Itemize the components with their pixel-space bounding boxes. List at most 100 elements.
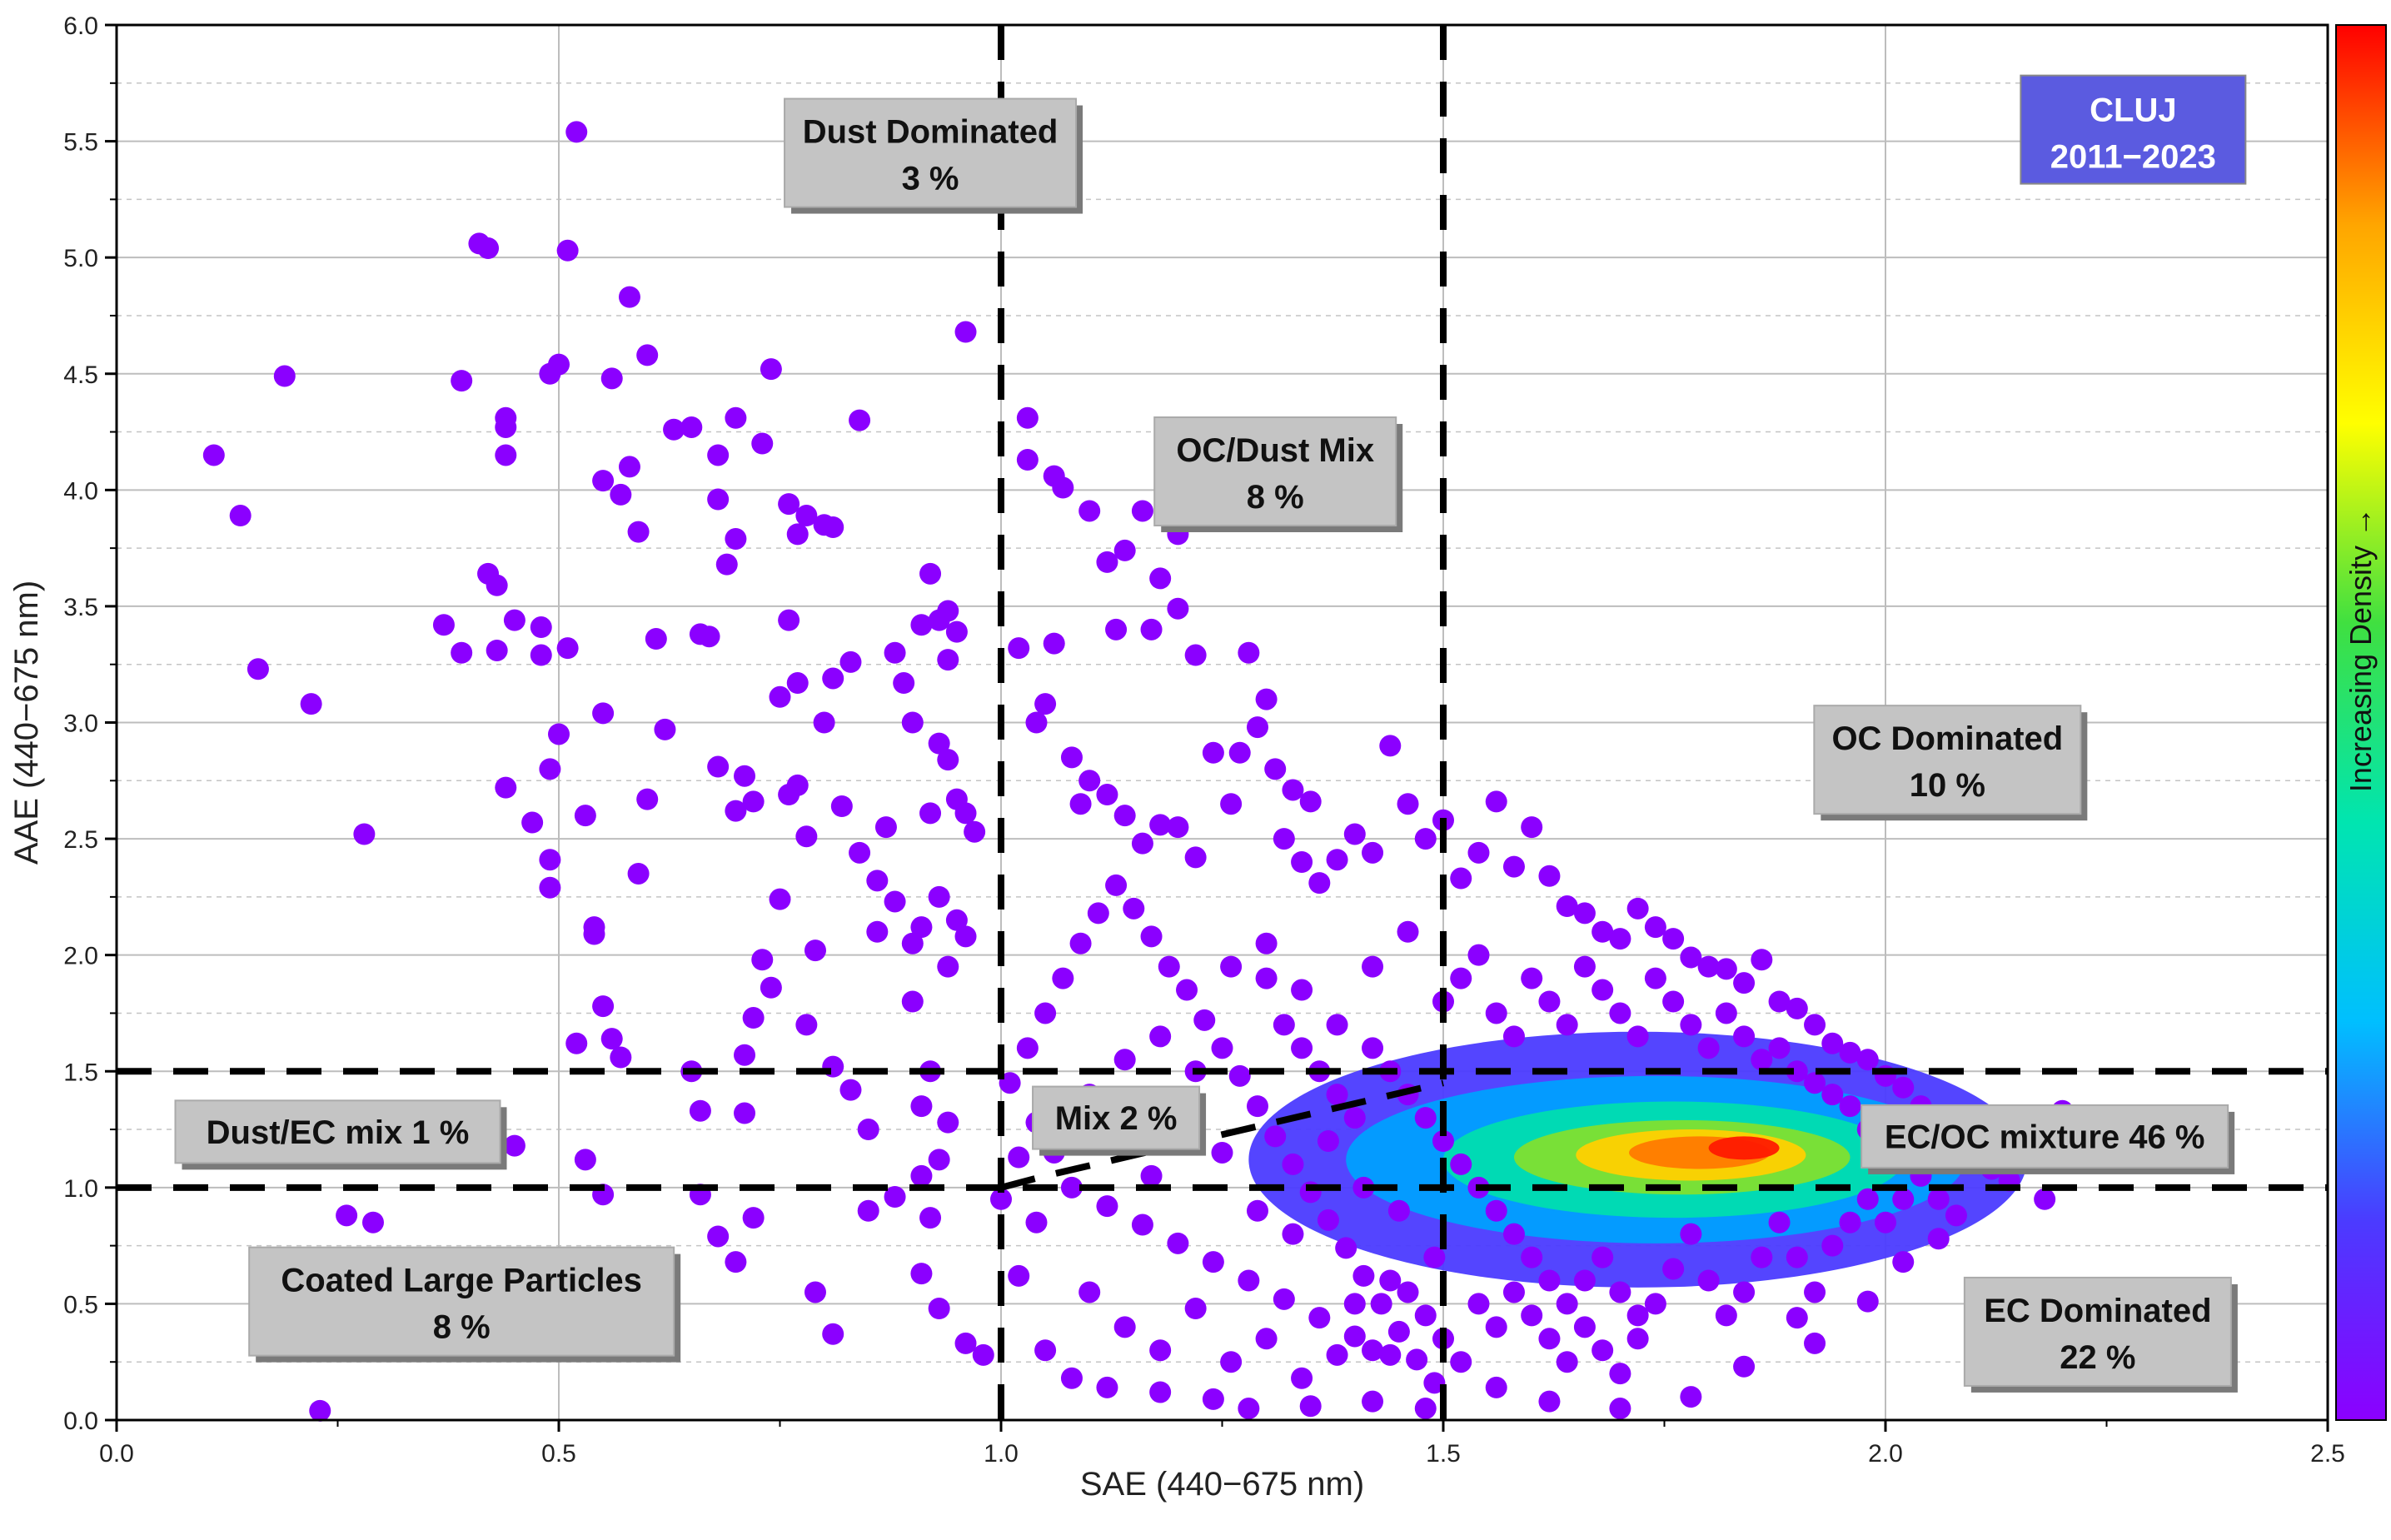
- data-point: [1016, 1037, 1039, 1059]
- data-point: [901, 711, 924, 734]
- colorbar-label: Increasing Density →: [2344, 507, 2378, 792]
- data-point: [972, 1343, 994, 1366]
- data-point: [1264, 1125, 1287, 1148]
- data-point: [645, 628, 667, 650]
- data-point: [1238, 1269, 1260, 1292]
- data-point: [1140, 618, 1163, 640]
- data-point: [273, 365, 296, 387]
- data-point: [964, 820, 986, 843]
- data-point: [1521, 1304, 1543, 1327]
- data-point: [1379, 1269, 1402, 1292]
- data-point: [1414, 1107, 1437, 1129]
- data-point: [928, 885, 950, 908]
- data-point: [1299, 1395, 1322, 1418]
- data-point: [1839, 1211, 1861, 1233]
- data-point: [1609, 928, 1631, 950]
- data-point: [1406, 1348, 1428, 1371]
- data-point: [1008, 1264, 1030, 1287]
- data-point: [1078, 500, 1101, 522]
- data-point: [1308, 1307, 1331, 1329]
- data-point: [1680, 1386, 1702, 1408]
- data-point: [1644, 1293, 1666, 1315]
- data-point: [1609, 1002, 1631, 1024]
- y-tick-label: 0.0: [63, 1408, 98, 1435]
- y-tick-label: 3.5: [63, 594, 98, 621]
- region-name: Coated Large Particles: [281, 1263, 642, 1299]
- data-point: [1592, 979, 1614, 1001]
- data-point: [769, 685, 791, 708]
- boundary-mix-curve: [999, 1079, 1444, 1191]
- data-point: [1043, 632, 1065, 655]
- region-label-box: [248, 1246, 675, 1357]
- site-box: CLUJ 2011−2023: [2020, 74, 2247, 185]
- data-point: [503, 1134, 526, 1157]
- data-point: [1502, 855, 1525, 878]
- data-point: [1626, 1304, 1649, 1327]
- data-point: [486, 639, 508, 661]
- data-point: [1450, 1153, 1472, 1175]
- data-point: [1202, 741, 1224, 764]
- data-point: [1008, 1146, 1030, 1169]
- colorbar-gradient: [2335, 24, 2387, 1421]
- data-point: [300, 693, 322, 715]
- data-point: [1804, 1281, 1826, 1303]
- region-label: Dust/EC mix 1 %: [174, 1099, 507, 1170]
- data-point: [1423, 1246, 1446, 1268]
- data-point: [565, 1032, 588, 1054]
- data-point: [945, 620, 968, 643]
- data-point: [477, 237, 500, 259]
- data-point: [742, 790, 765, 813]
- data-point: [1060, 1176, 1083, 1199]
- y-tick-label: 1.0: [63, 1175, 98, 1203]
- data-point: [1255, 932, 1278, 954]
- data-point: [857, 1199, 879, 1222]
- data-point: [229, 505, 252, 527]
- data-point: [636, 344, 659, 366]
- data-point: [937, 1111, 959, 1134]
- data-point: [910, 916, 933, 939]
- data-point: [1680, 1223, 1702, 1245]
- data-point: [636, 788, 659, 810]
- data-point: [1016, 406, 1039, 429]
- data-point: [1715, 1304, 1737, 1327]
- data-point: [1228, 1064, 1251, 1087]
- data-point: [1485, 1376, 1507, 1398]
- site-box-background: [2020, 74, 2247, 185]
- data-point: [521, 811, 544, 834]
- data-point: [1184, 846, 1207, 869]
- data-point: [1414, 1398, 1437, 1420]
- data-point: [1467, 841, 1490, 864]
- region-label-box: [1963, 1276, 2232, 1387]
- data-point: [990, 1188, 1012, 1210]
- data-point: [1343, 1293, 1366, 1315]
- data-point: [1856, 1049, 1879, 1071]
- data-point: [760, 358, 782, 381]
- data-point: [1839, 1041, 1861, 1064]
- data-point: [1220, 1351, 1243, 1373]
- data-point: [804, 939, 826, 962]
- data-point: [1034, 1339, 1057, 1362]
- data-point: [769, 888, 791, 910]
- region-name: Dust/EC mix 1 %: [207, 1114, 470, 1151]
- data-point: [822, 516, 844, 538]
- data-point: [592, 995, 615, 1018]
- data-point: [1450, 967, 1472, 989]
- data-point: [1609, 1363, 1631, 1385]
- data-point: [1211, 1037, 1233, 1059]
- data-point: [1573, 1269, 1596, 1292]
- data-point: [689, 1099, 711, 1122]
- data-point: [760, 976, 782, 999]
- data-point: [1317, 1209, 1339, 1231]
- data-point: [1326, 1014, 1348, 1036]
- data-point: [627, 521, 650, 543]
- data-point: [1892, 1188, 1915, 1210]
- data-point: [1680, 1014, 1702, 1036]
- data-point: [999, 1072, 1021, 1094]
- data-point: [707, 1225, 730, 1248]
- data-point: [725, 800, 747, 822]
- region-label-box: [174, 1099, 501, 1164]
- data-point: [1733, 1025, 1756, 1048]
- region-percent: 3 %: [902, 161, 959, 197]
- data-point: [928, 1149, 950, 1171]
- y-tick-label: 5.5: [63, 129, 98, 157]
